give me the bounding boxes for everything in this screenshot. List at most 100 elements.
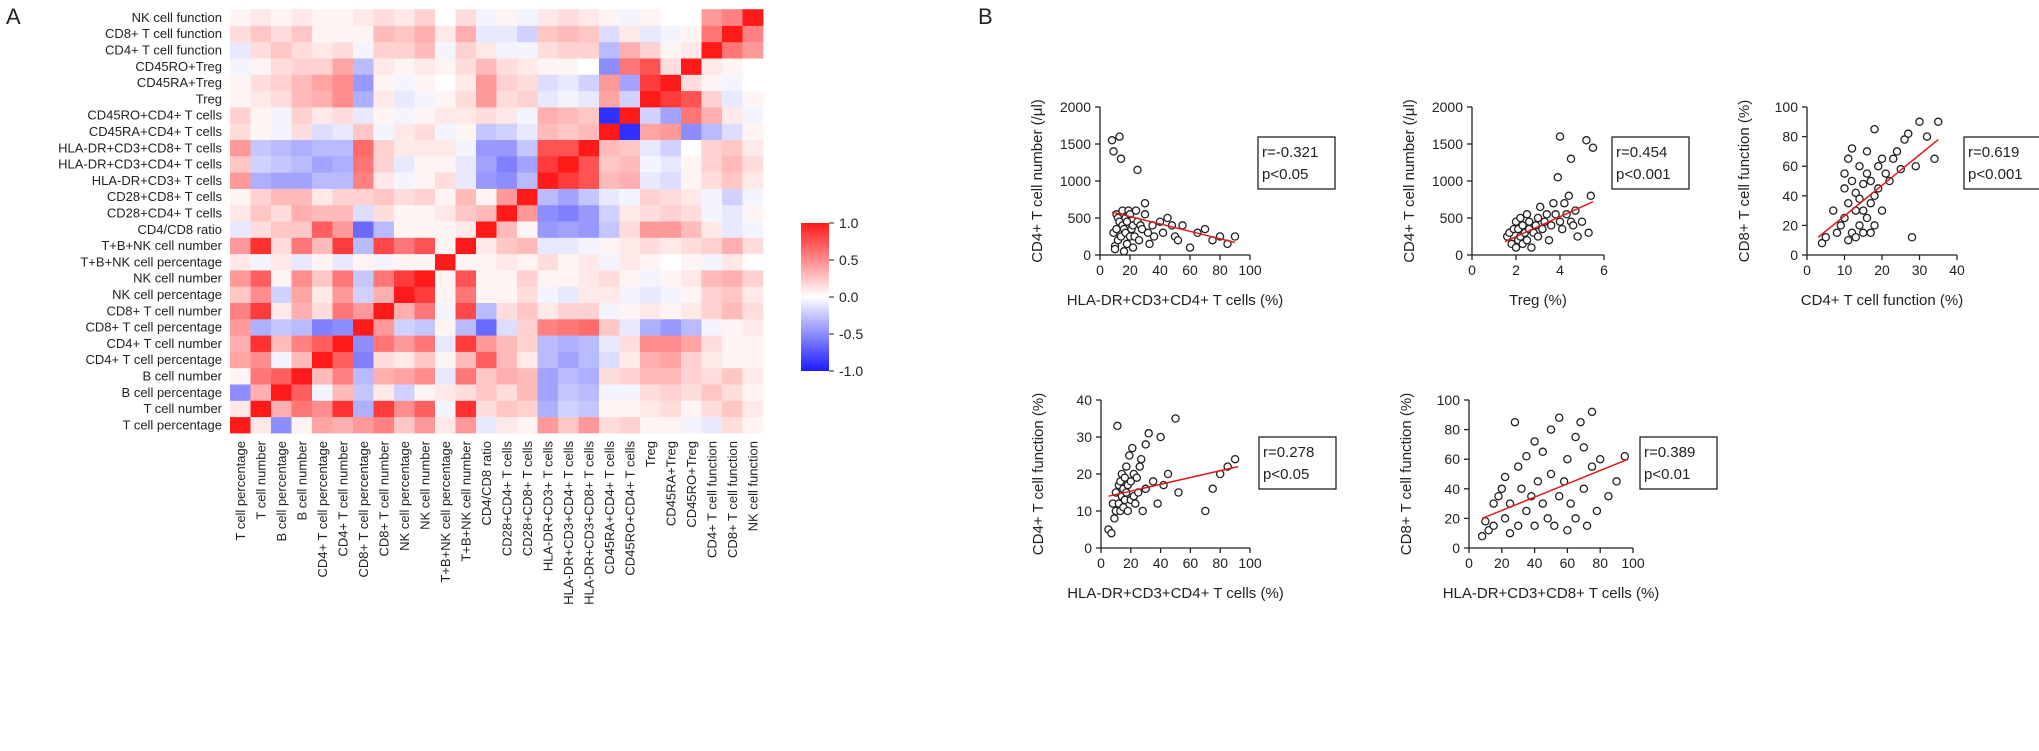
heatmap-col-label: CD28+CD8+ T cells (520, 441, 535, 557)
heatmap-cell (291, 221, 313, 238)
scatter-point (1156, 432, 1165, 442)
heatmap-cell (599, 58, 620, 75)
y-tick-label: 100 (1437, 392, 1461, 408)
heatmap-cell (230, 41, 251, 59)
heatmap-cell (476, 351, 497, 369)
heatmap-cell (455, 384, 477, 401)
heatmap-cell (599, 253, 620, 271)
heatmap-row-label: T cell percentage (123, 417, 223, 432)
heatmap-cell (701, 204, 723, 222)
scatter-point (1522, 235, 1532, 245)
heatmap-cell (271, 335, 292, 352)
heatmap-cell (681, 318, 702, 336)
heatmap-cell (353, 139, 374, 157)
heatmap-cell (435, 74, 456, 92)
heatmap-cell (660, 172, 682, 189)
heatmap-cell (414, 318, 436, 336)
heatmap-row-label: Treg (196, 91, 222, 106)
heatmap-cell (537, 351, 559, 369)
x-tick-label: 0 (1096, 262, 1104, 278)
heatmap-cell (230, 286, 251, 303)
heatmap-col-label: B cell number (294, 440, 309, 520)
heatmap-cell (537, 367, 559, 385)
heatmap-cell (271, 58, 292, 75)
heatmap-cell (435, 107, 456, 124)
scatter-point (1930, 154, 1939, 164)
heatmap-col-label: T cell percentage (233, 441, 248, 541)
heatmap-cell (722, 188, 743, 206)
heatmap-cell (558, 204, 579, 222)
heatmap-cell (742, 253, 764, 271)
heatmap-cell (435, 351, 456, 369)
heatmap-cell (435, 58, 456, 75)
heatmap-cell (291, 9, 313, 26)
heatmap-cell (578, 172, 600, 189)
heatmap-cell (230, 400, 251, 418)
heatmap-cell (619, 367, 641, 385)
heatmap-cell (722, 237, 743, 255)
heatmap-cell (476, 237, 497, 255)
heatmap-cell (742, 74, 764, 92)
scatter-point (1560, 198, 1569, 208)
y-tick-label: 1000 (1060, 173, 1091, 189)
scatter-point (1847, 176, 1857, 186)
scatter-point (1870, 221, 1879, 230)
scatter-point (1126, 477, 1136, 486)
heatmap-cell (599, 400, 620, 418)
y-tick-label: 60 (1782, 158, 1798, 174)
heatmap-col-label: CD28+CD4+ T cells (499, 441, 514, 557)
scatter-point (1587, 407, 1597, 417)
heatmap-cell (619, 237, 641, 255)
heatmap-cell (373, 302, 395, 320)
heatmap-col-label: CD45RA+Treg (663, 441, 678, 526)
heatmap-cell (599, 416, 620, 434)
heatmap-cell (640, 253, 661, 271)
heatmap-cell (517, 155, 538, 173)
heatmap-cell (640, 416, 661, 434)
heatmap-cell (681, 302, 702, 320)
heatmap-cell (291, 90, 313, 108)
heatmap-cell (332, 384, 354, 401)
heatmap-cell (455, 221, 477, 238)
scatter-point (1200, 224, 1210, 234)
x-tick-label: 40 (1153, 555, 1169, 571)
heatmap-cell (230, 25, 251, 43)
heatmap-cell (496, 41, 518, 59)
scatter-point (1119, 247, 1129, 256)
heatmap-cell (394, 123, 415, 140)
y-tick-label: 10 (1076, 503, 1092, 519)
heatmap-cell (640, 172, 661, 189)
scatter-point (1149, 232, 1159, 241)
scatter-point (1522, 210, 1532, 219)
scatter-point (1533, 477, 1543, 486)
heatmap-col-label: CD8+ T cell percentage (356, 441, 371, 577)
heatmap-cell (496, 253, 518, 271)
scatter-point (1171, 414, 1180, 423)
heatmap-cell (660, 384, 682, 401)
scatter-point (1866, 228, 1876, 238)
heatmap-cell (681, 107, 702, 124)
heatmap-cell (312, 25, 333, 43)
heatmap-cell (435, 9, 456, 26)
heatmap-cell (537, 237, 559, 255)
heatmap-cell (291, 253, 313, 271)
heatmap-row-label: CD28+CD8+ T cells (107, 189, 223, 204)
heatmap-cell (291, 41, 313, 59)
y-tick-label: 40 (1076, 392, 1092, 408)
heatmap-cell (476, 270, 497, 287)
scatter-plot-4: 0 20 40 60 80 100 0 10 20 30 40 HLA-DR+CD3+CD4+ T c… (1030, 392, 1337, 602)
heatmap-cell (291, 286, 313, 303)
heatmap-cell (517, 172, 538, 189)
heatmap-cell (332, 74, 354, 92)
heatmap-cell (537, 172, 559, 189)
heatmap-cell (250, 139, 272, 157)
heatmap-cell (578, 58, 600, 75)
heatmap-cell (271, 270, 292, 287)
x-tick-label: 60 (1182, 262, 1198, 278)
heatmap-cell (701, 237, 723, 255)
heatmap-cell (660, 90, 682, 108)
heatmap-cell (619, 400, 641, 418)
heatmap-cell (640, 25, 661, 43)
x-tick-label: 6 (1600, 262, 1608, 278)
heatmap-cell (394, 335, 415, 352)
